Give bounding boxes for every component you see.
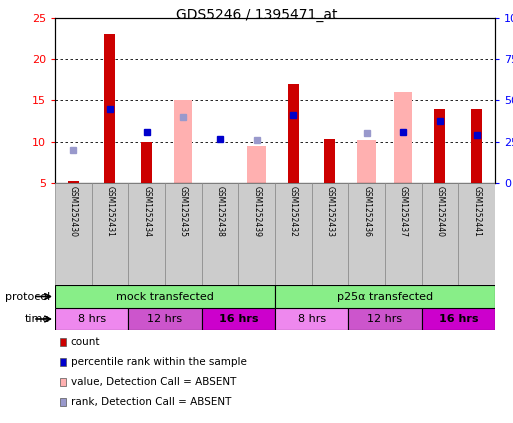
Bar bbox=[275, 308, 348, 330]
Bar bbox=[55, 183, 92, 285]
Bar bbox=[141, 142, 152, 183]
Text: rank, Detection Call = ABSENT: rank, Detection Call = ABSENT bbox=[71, 397, 231, 407]
Bar bbox=[422, 183, 458, 285]
Text: GSM1252433: GSM1252433 bbox=[326, 186, 334, 237]
Text: GSM1252439: GSM1252439 bbox=[252, 186, 261, 237]
Bar bbox=[202, 308, 275, 330]
Text: value, Detection Call = ABSENT: value, Detection Call = ABSENT bbox=[71, 377, 236, 387]
Bar bbox=[239, 183, 275, 285]
Bar bbox=[325, 139, 336, 183]
Text: 8 hrs: 8 hrs bbox=[77, 314, 106, 324]
Bar bbox=[165, 183, 202, 285]
Text: GSM1252436: GSM1252436 bbox=[362, 186, 371, 237]
Bar bbox=[348, 183, 385, 285]
Bar bbox=[128, 308, 202, 330]
Text: GDS5246 / 1395471_at: GDS5246 / 1395471_at bbox=[176, 8, 337, 22]
Text: GSM1252431: GSM1252431 bbox=[106, 186, 114, 237]
Text: GSM1252441: GSM1252441 bbox=[472, 186, 481, 237]
Bar bbox=[275, 285, 495, 308]
Text: GSM1252434: GSM1252434 bbox=[142, 186, 151, 237]
Text: 16 hrs: 16 hrs bbox=[439, 314, 478, 324]
Bar bbox=[394, 92, 412, 183]
Bar bbox=[275, 183, 312, 285]
Bar bbox=[55, 285, 275, 308]
Text: 12 hrs: 12 hrs bbox=[147, 314, 183, 324]
Bar bbox=[55, 308, 128, 330]
Bar bbox=[422, 308, 495, 330]
Text: p25α transfected: p25α transfected bbox=[337, 291, 433, 302]
Bar bbox=[348, 308, 422, 330]
Bar bbox=[128, 183, 165, 285]
Bar bbox=[288, 84, 299, 183]
Text: 16 hrs: 16 hrs bbox=[219, 314, 258, 324]
Bar bbox=[174, 101, 192, 183]
Bar bbox=[105, 35, 115, 183]
Text: percentile rank within the sample: percentile rank within the sample bbox=[71, 357, 247, 367]
Bar bbox=[358, 140, 376, 183]
Text: 12 hrs: 12 hrs bbox=[367, 314, 403, 324]
Text: mock transfected: mock transfected bbox=[116, 291, 214, 302]
Bar bbox=[202, 183, 239, 285]
Text: GSM1252432: GSM1252432 bbox=[289, 186, 298, 237]
Text: GSM1252440: GSM1252440 bbox=[436, 186, 444, 237]
Bar bbox=[471, 109, 482, 183]
Text: protocol: protocol bbox=[5, 291, 50, 302]
Bar bbox=[92, 183, 128, 285]
Bar bbox=[435, 109, 445, 183]
Bar bbox=[68, 181, 79, 183]
Text: GSM1252438: GSM1252438 bbox=[215, 186, 225, 237]
Bar bbox=[385, 183, 422, 285]
Text: 8 hrs: 8 hrs bbox=[298, 314, 326, 324]
Text: count: count bbox=[71, 337, 100, 347]
Bar bbox=[312, 183, 348, 285]
Bar bbox=[458, 183, 495, 285]
Text: GSM1252430: GSM1252430 bbox=[69, 186, 78, 237]
Bar bbox=[247, 146, 266, 183]
Text: time: time bbox=[25, 314, 50, 324]
Text: GSM1252435: GSM1252435 bbox=[179, 186, 188, 237]
Text: GSM1252437: GSM1252437 bbox=[399, 186, 408, 237]
